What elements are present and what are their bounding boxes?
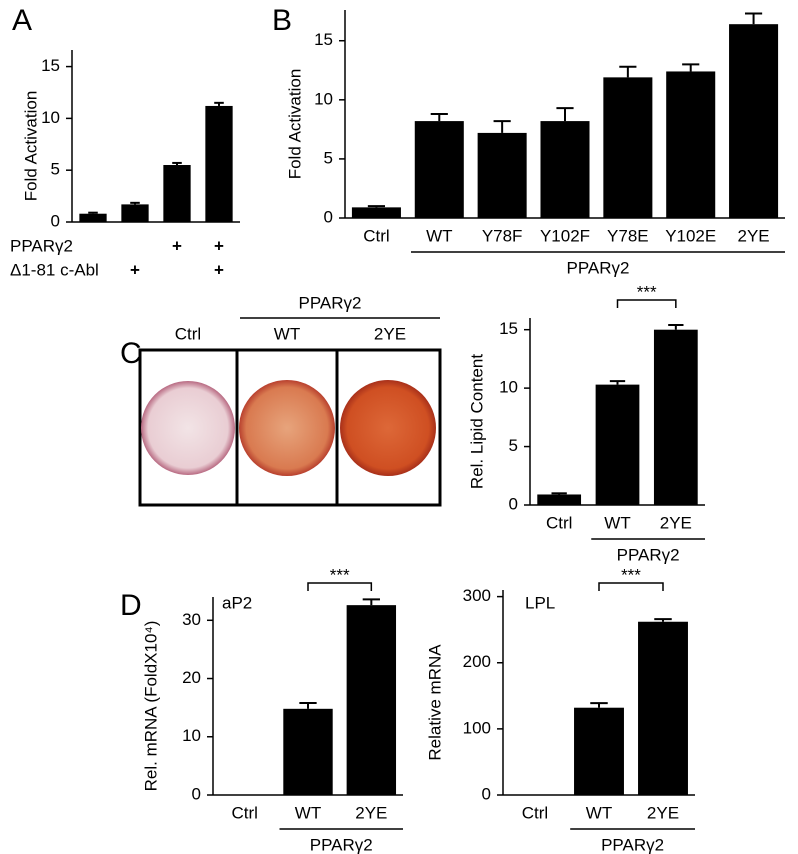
y-tick-label: 5 <box>509 436 518 455</box>
x-tick-label: Ctrl <box>546 513 572 532</box>
significance-label: *** <box>621 565 641 584</box>
well <box>141 381 235 475</box>
bar <box>537 494 582 505</box>
x-tick-label: Y102E <box>665 226 716 245</box>
well-image: PPARγ2 Ctrl WT 2YE <box>138 293 442 507</box>
y-tick-label: 0 <box>324 207 333 226</box>
group-label: PPARγ2 <box>617 545 680 564</box>
row-label: PPARγ2 <box>10 236 73 255</box>
y-axis-label: Fold Activation <box>21 91 40 202</box>
x-tick-label: Ctrl <box>231 803 257 822</box>
x-tick-label: WT <box>426 226 452 245</box>
y-tick-label: 0 <box>51 211 60 230</box>
y-tick-label: 0 <box>509 494 518 513</box>
significance-bracket <box>616 299 677 308</box>
y-tick-label: 10 <box>182 726 201 745</box>
image-label: PPARγ2 <box>299 293 362 312</box>
y-axis-label: Relative mRNA <box>425 644 444 761</box>
x-tick-label: Y102F <box>540 226 590 245</box>
image-label: 2YE <box>374 324 406 343</box>
group-label: PPARγ2 <box>310 835 373 854</box>
group-label: PPARγ2 <box>567 258 630 277</box>
y-tick-label: 10 <box>499 378 518 397</box>
y-tick-label: 10 <box>314 89 333 108</box>
y-tick-label: 30 <box>182 610 201 629</box>
y-tick-label: 5 <box>324 148 333 167</box>
bar <box>283 708 333 795</box>
row-label: Δ1-81 c-Abl <box>10 260 99 279</box>
y-tick-label: 200 <box>463 652 491 671</box>
x-tick-label: 2YE <box>355 803 387 822</box>
x-tick-label: 2YE <box>660 513 692 532</box>
bar <box>603 77 653 218</box>
panel-letter: D <box>120 589 142 622</box>
significance-label: *** <box>330 565 350 584</box>
y-axis-label: Rel. Lipid Content <box>467 354 486 489</box>
x-tick-label: Y78F <box>482 226 523 245</box>
annotation: aP2 <box>222 593 252 612</box>
bar <box>653 329 698 505</box>
x-tick-label: WT <box>586 803 612 822</box>
row-mark: + <box>214 236 224 255</box>
bar <box>729 24 779 218</box>
y-axis-label: Fold Activation <box>285 69 304 180</box>
bar <box>574 707 624 795</box>
bar <box>666 71 716 218</box>
y-tick-label: 300 <box>463 586 491 605</box>
significance-label: *** <box>637 282 657 301</box>
bar <box>346 605 397 795</box>
x-tick-label: 2YE <box>738 226 770 245</box>
significance-bracket <box>598 582 664 591</box>
y-tick-label: 5 <box>51 160 60 179</box>
bar <box>351 207 401 218</box>
bar <box>477 132 527 218</box>
row-mark: + <box>172 236 182 255</box>
y-tick-label: 15 <box>499 319 518 338</box>
group-label: PPARγ2 <box>601 835 664 854</box>
x-tick-label: Y78E <box>607 226 649 245</box>
y-tick-label: 0 <box>192 784 201 803</box>
bar <box>540 121 590 218</box>
x-tick-label: 2YE <box>647 803 679 822</box>
panel-letter: C <box>120 337 142 370</box>
x-tick-label: WT <box>604 513 630 532</box>
bar <box>595 384 640 505</box>
significance-bracket <box>307 582 373 591</box>
bar <box>414 121 464 218</box>
y-tick-label: 100 <box>463 718 491 737</box>
row-mark: + <box>130 260 140 279</box>
y-tick-label: 10 <box>41 108 60 127</box>
y-tick-label: 15 <box>41 56 60 75</box>
bar <box>205 105 233 222</box>
bar <box>121 204 149 222</box>
y-axis-label: Rel. mRNA (FoldX10⁴) <box>141 621 160 792</box>
panel-letter: A <box>12 4 32 37</box>
bar <box>163 165 191 222</box>
bar <box>638 621 688 795</box>
row-mark: + <box>214 260 224 279</box>
image-label: WT <box>274 324 300 343</box>
annotation: LPL <box>525 593 555 612</box>
x-tick-label: Ctrl <box>363 226 389 245</box>
y-tick-label: 15 <box>314 30 333 49</box>
image-label: Ctrl <box>175 324 201 343</box>
well <box>340 380 436 476</box>
x-tick-label: Ctrl <box>522 803 548 822</box>
y-tick-label: 0 <box>482 784 491 803</box>
bar <box>79 213 107 222</box>
x-tick-label: WT <box>295 803 321 822</box>
y-tick-label: 20 <box>182 668 201 687</box>
well <box>239 380 335 476</box>
panel-letter: B <box>272 4 292 37</box>
